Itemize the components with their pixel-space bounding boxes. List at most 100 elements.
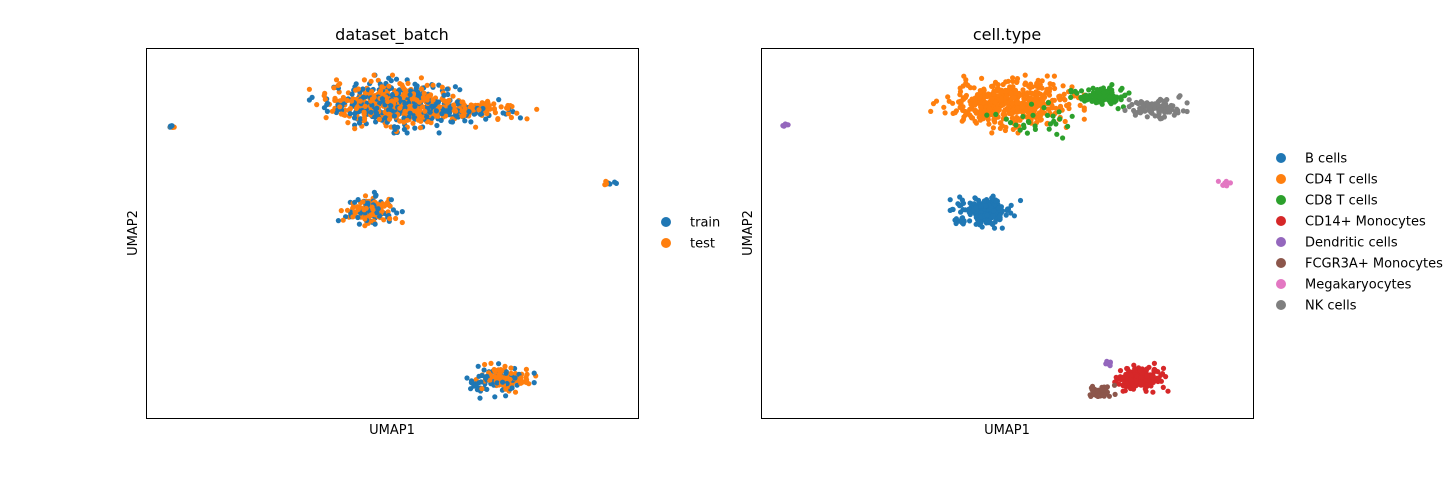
scatter-point — [471, 111, 477, 117]
scatter-point — [400, 84, 406, 90]
scatter-point — [412, 103, 418, 109]
scatter-point — [331, 85, 337, 91]
legend-marker — [1276, 237, 1286, 247]
scatter-point — [335, 82, 341, 88]
scatter-point — [418, 75, 424, 81]
scatter-point — [1138, 379, 1144, 385]
y-axis-label: UMAP2 — [741, 210, 756, 256]
scatter-point — [358, 116, 364, 122]
scatter-point — [478, 379, 484, 385]
scatter-point — [344, 207, 351, 213]
scatter-point — [362, 103, 368, 109]
scatter-point — [959, 197, 966, 203]
scatter-point — [1089, 98, 1095, 104]
scatter-point — [1038, 117, 1044, 123]
scatter-point — [534, 106, 540, 112]
scatter-point — [169, 123, 175, 129]
scatter-point — [1120, 388, 1126, 394]
scatter-point — [1116, 381, 1122, 387]
scatter-point — [523, 366, 530, 372]
scatter-point — [512, 389, 519, 395]
scatter-point — [990, 125, 997, 131]
scatter-point — [969, 96, 975, 102]
scatter-point — [993, 198, 999, 204]
scatter-point — [974, 92, 981, 98]
scatter-point — [1057, 103, 1064, 109]
scatter-point — [393, 76, 400, 82]
scatter-point — [372, 114, 378, 120]
scatter-point — [518, 375, 524, 381]
scatter-point — [435, 99, 442, 105]
scatter-point — [503, 386, 509, 392]
x-axis-label: UMAP1 — [984, 423, 1030, 438]
plot-frame — [761, 48, 1254, 419]
scatter-point — [995, 82, 1001, 88]
scatter-point — [352, 199, 358, 205]
scatter-point — [1081, 107, 1087, 113]
scatter-point — [453, 108, 459, 114]
scatter-point — [1118, 87, 1124, 93]
scatter-point — [338, 208, 344, 214]
scatter-point — [1033, 89, 1039, 95]
scatter-points — [167, 72, 620, 401]
scatter-point — [444, 86, 450, 92]
scatter-point — [1010, 84, 1016, 90]
scatter-point — [399, 209, 405, 215]
scatter-point — [503, 393, 509, 399]
scatter-point — [1050, 113, 1056, 119]
scatter-point — [1022, 81, 1028, 87]
scatter-point — [933, 98, 940, 104]
scatter-point — [508, 365, 514, 371]
scatter-point — [498, 367, 504, 373]
scatter-point — [441, 92, 447, 98]
scatter-point — [353, 105, 359, 112]
legend-marker — [1276, 258, 1286, 268]
scatter-point — [399, 219, 405, 226]
scatter-point — [390, 207, 396, 213]
scatter-point — [1000, 111, 1006, 117]
scatter-point — [947, 197, 953, 203]
scatter-point — [941, 104, 947, 110]
scatter-point — [1078, 88, 1085, 94]
scatter-point — [1003, 79, 1009, 85]
scatter-point — [368, 78, 374, 84]
scatter-point — [338, 111, 344, 117]
scatter-point — [452, 84, 458, 90]
scatter-point — [430, 82, 436, 88]
chart-title: cell.type — [973, 25, 1041, 44]
scatter-point — [1044, 73, 1050, 79]
scatter-point — [1044, 112, 1051, 118]
scatter-point — [510, 109, 516, 115]
scatter-point — [1118, 95, 1124, 102]
scatter-point — [447, 106, 453, 112]
scatter-point — [1008, 202, 1014, 208]
scatter-point — [1028, 95, 1034, 101]
scatter-point — [984, 212, 990, 218]
scatter-point — [1107, 94, 1113, 100]
scatter-point — [324, 108, 330, 114]
scatter-point — [436, 130, 442, 136]
scatter-point — [1019, 104, 1025, 110]
panel-cell-type: cell.type UMAP1 UMAP2 B cells CD4 T cells… — [741, 25, 1443, 438]
legend-label: NK cells — [1305, 299, 1357, 314]
scatter-point — [496, 97, 502, 103]
scatter-point — [1041, 105, 1047, 111]
scatter-point — [1224, 183, 1230, 189]
scatter-point — [1057, 93, 1063, 99]
scatter-point — [402, 100, 408, 107]
scatter-point — [462, 105, 468, 112]
scatter-point — [1114, 94, 1120, 100]
scatter-point — [1096, 94, 1102, 100]
scatter-point — [1131, 107, 1137, 114]
scatter-point — [1044, 88, 1050, 94]
scatter-point — [1126, 104, 1132, 110]
scatter-point — [500, 110, 506, 116]
scatter-point — [975, 217, 981, 223]
scatter-point — [996, 213, 1003, 220]
scatter-point — [477, 395, 483, 401]
scatter-point — [347, 111, 353, 117]
scatter-point — [404, 117, 410, 123]
scatter-point — [479, 372, 485, 379]
scatter-point — [1147, 104, 1153, 110]
scatter-point — [430, 97, 436, 103]
